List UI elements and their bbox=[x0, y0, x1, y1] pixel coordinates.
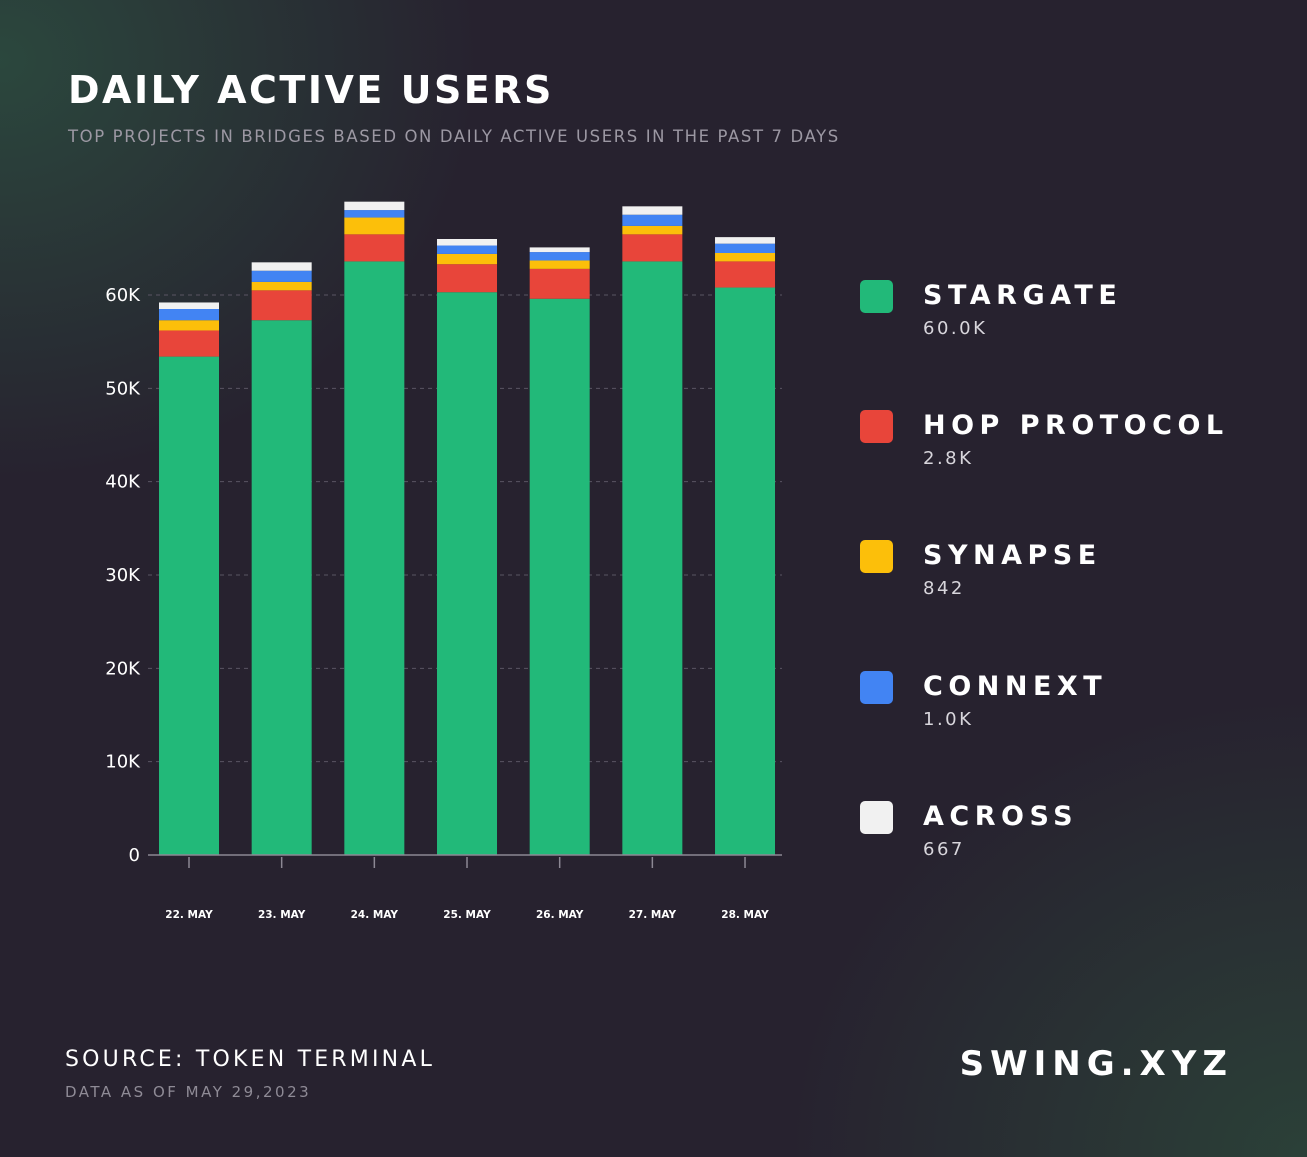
bar-segment-hop-protocol bbox=[344, 234, 405, 262]
x-tick-label: 27. MAY bbox=[629, 909, 677, 921]
bar-segment-synapse bbox=[159, 320, 219, 331]
legend-item-connext: CONNEXT 1.0K bbox=[860, 671, 1280, 741]
legend-item-stargate: STARGATE 60.0K bbox=[860, 280, 1280, 350]
bar-segment-across bbox=[251, 262, 312, 271]
x-tick-label: 26. MAY bbox=[536, 909, 584, 921]
legend-swatch-hop-protocol bbox=[860, 410, 893, 443]
bar-segment-across bbox=[159, 302, 219, 309]
x-tick-label: 23. MAY bbox=[258, 909, 306, 921]
bar-segment-synapse bbox=[622, 225, 683, 235]
legend-swatch-synapse bbox=[860, 540, 893, 573]
bar-segment-stargate bbox=[622, 261, 683, 855]
legend-label-synapse: SYNAPSE bbox=[923, 540, 1102, 571]
y-tick-label: 20K bbox=[105, 658, 141, 679]
bar-segment-across bbox=[529, 247, 590, 253]
bar-segment-hop-protocol bbox=[251, 290, 312, 321]
bar-segment-stargate bbox=[715, 287, 776, 855]
x-tick-label: 25. MAY bbox=[443, 909, 491, 921]
x-tick-label: 22. MAY bbox=[165, 909, 213, 921]
bar-segment-across bbox=[437, 239, 498, 246]
bar-segment-hop-protocol bbox=[715, 261, 776, 288]
bar-segment-hop-protocol bbox=[622, 234, 683, 262]
legend-item-hop-protocol: HOP PROTOCOL 2.8K bbox=[860, 410, 1280, 480]
y-tick-label: 60K bbox=[105, 285, 141, 306]
bar-segment-hop-protocol bbox=[437, 264, 498, 293]
chart-title: DAILY ACTIVE USERS bbox=[68, 68, 554, 112]
bar-segment-stargate bbox=[251, 320, 312, 855]
bar-segment-stargate bbox=[529, 298, 590, 855]
bar-segment-synapse bbox=[437, 253, 498, 265]
y-tick-label: 0 bbox=[129, 845, 140, 866]
x-tick-label: 24. MAY bbox=[351, 909, 399, 921]
bar-segment-connext bbox=[529, 252, 590, 261]
y-tick-label: 30K bbox=[105, 565, 141, 586]
bar-segment-synapse bbox=[715, 253, 776, 262]
bar-segment-stargate bbox=[344, 261, 405, 855]
bar-segment-hop-protocol bbox=[159, 330, 219, 357]
chart-subtitle: TOP PROJECTS IN BRIDGES BASED ON DAILY A… bbox=[68, 127, 840, 146]
bar-segment-across bbox=[715, 237, 776, 244]
stacked-bar-chart: 0 10K 20K 30K 40K 50K 60K 22. MAY 23. MAY 24. MAY… bbox=[105, 201, 782, 921]
bar-segment-across bbox=[344, 201, 405, 211]
bar-segment-connext bbox=[622, 214, 683, 226]
legend-swatch-across bbox=[860, 801, 893, 834]
legend-value-connext: 1.0K bbox=[923, 709, 974, 730]
legend-label-across: ACROSS bbox=[923, 801, 1079, 832]
legend-label-hop-protocol: HOP PROTOCOL bbox=[923, 410, 1229, 441]
x-tick-label: 28. MAY bbox=[721, 909, 769, 921]
bar-segment-connext bbox=[251, 270, 312, 282]
legend-value-stargate: 60.0K bbox=[923, 318, 988, 339]
source-note: SOURCE: TOKEN TERMINAL bbox=[65, 1047, 436, 1072]
data-as-of-note: DATA AS OF MAY 29,2023 bbox=[65, 1083, 312, 1101]
legend-swatch-stargate bbox=[860, 280, 893, 313]
legend-swatch-connext bbox=[860, 671, 893, 704]
bar-segment-synapse bbox=[529, 260, 590, 269]
y-tick-label: 10K bbox=[105, 752, 141, 773]
legend-item-synapse: SYNAPSE 842 bbox=[860, 540, 1280, 610]
legend-value-hop-protocol: 2.8K bbox=[923, 448, 974, 469]
bar-segment-connext bbox=[344, 210, 405, 218]
legend-label-stargate: STARGATE bbox=[923, 280, 1123, 311]
legend-label-connext: CONNEXT bbox=[923, 671, 1108, 702]
brand-logo-text: SWING.XYZ bbox=[959, 1044, 1233, 1084]
bar-segment-across bbox=[622, 206, 683, 215]
bar-segment-connext bbox=[437, 245, 498, 254]
legend-value-across: 667 bbox=[923, 839, 965, 860]
bar-segment-stargate bbox=[437, 292, 498, 855]
y-tick-label: 50K bbox=[105, 378, 141, 399]
bar-segment-connext bbox=[715, 243, 776, 253]
bar-segment-stargate bbox=[159, 356, 219, 855]
legend-value-synapse: 842 bbox=[923, 578, 965, 599]
bar-segment-connext bbox=[159, 309, 219, 321]
bar-segment-synapse bbox=[344, 217, 405, 235]
legend-item-across: ACROSS 667 bbox=[860, 801, 1280, 871]
bar-segment-hop-protocol bbox=[529, 268, 590, 299]
bar-segment-synapse bbox=[251, 281, 312, 291]
y-tick-label: 40K bbox=[105, 472, 141, 493]
